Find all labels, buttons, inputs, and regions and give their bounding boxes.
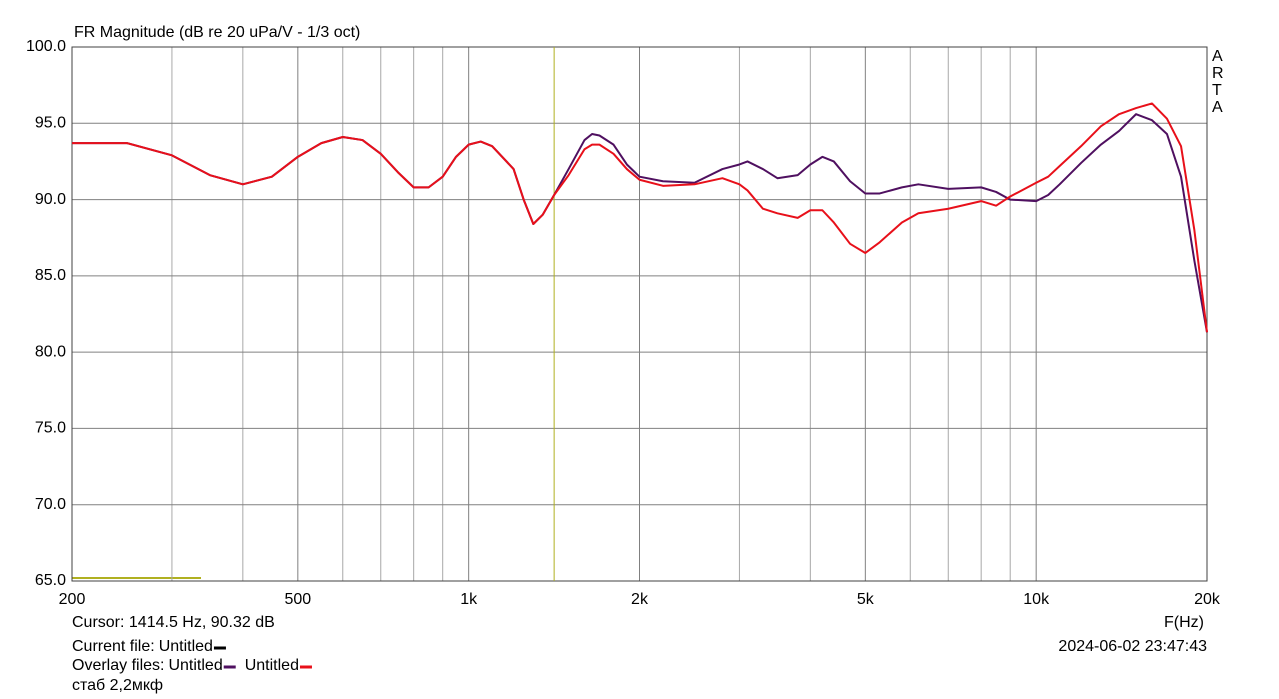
chart-title: FR Magnitude (dB re 20 uPa/V - 1/3 oct) xyxy=(74,24,360,41)
x-axis-label: F(Hz) xyxy=(1164,614,1204,631)
y-tick-label: 90.0 xyxy=(35,191,66,208)
x-tick-label: 20k xyxy=(1194,591,1221,608)
watermark: ARTA xyxy=(1212,48,1224,116)
legend-entry: Untitled xyxy=(245,657,299,674)
y-tick-label: 70.0 xyxy=(35,496,66,513)
x-tick-label: 500 xyxy=(284,591,311,608)
x-tick-label: 2k xyxy=(631,591,649,608)
legend-entry: Untitled xyxy=(168,657,222,674)
x-tick-label: 5k xyxy=(857,591,875,608)
timestamp: 2024-06-02 23:47:43 xyxy=(1058,638,1207,655)
y-tick-label: 80.0 xyxy=(35,343,66,360)
series-line xyxy=(72,102,1208,333)
legend-label: Current file: xyxy=(72,638,155,655)
y-tick-label: 85.0 xyxy=(35,267,66,284)
cursor-readout: Cursor: 1414.5 Hz, 90.32 dB xyxy=(72,614,275,631)
y-tick-label: 100.0 xyxy=(26,38,66,55)
x-tick-label: 10k xyxy=(1023,591,1050,608)
legend-label: Overlay files: xyxy=(72,657,164,674)
x-tick-label: 1k xyxy=(460,591,478,608)
legend-entry: Untitled xyxy=(159,638,213,655)
plot-frame xyxy=(71,46,1208,582)
note: стаб 2,2мкф xyxy=(72,677,163,694)
y-tick-label: 65.0 xyxy=(35,572,66,589)
y-tick-label: 95.0 xyxy=(35,115,66,132)
x-tick-label: 200 xyxy=(59,591,86,608)
y-tick-label: 75.0 xyxy=(35,420,66,437)
